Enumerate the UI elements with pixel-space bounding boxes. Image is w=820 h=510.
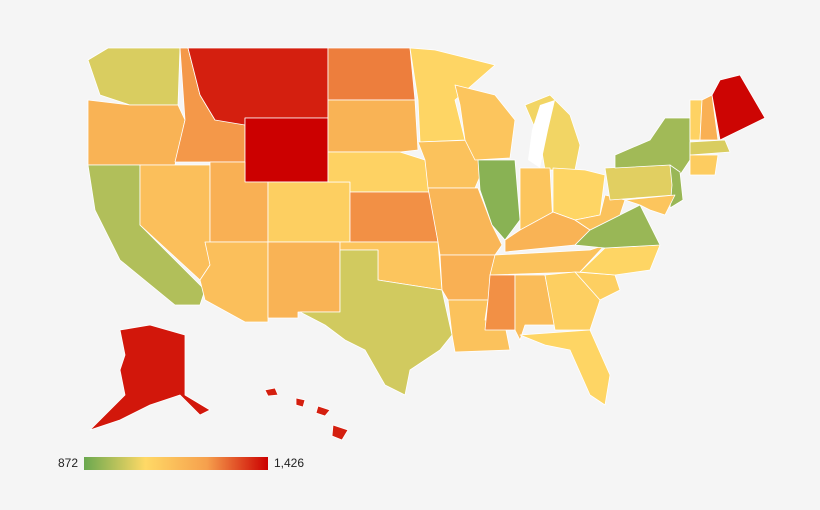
region	[327, 47, 416, 101]
legend-max-label: 1,426	[274, 456, 304, 470]
region	[689, 139, 731, 156]
region	[624, 194, 676, 216]
region	[439, 254, 496, 301]
legend-min-label: 872	[58, 456, 78, 470]
region	[454, 84, 516, 161]
region	[244, 117, 329, 183]
region	[87, 99, 186, 166]
region	[267, 241, 341, 319]
region	[689, 154, 719, 176]
region	[349, 191, 439, 243]
region	[544, 271, 601, 331]
region	[711, 74, 766, 141]
region	[327, 99, 419, 153]
region	[519, 329, 611, 406]
region	[267, 181, 351, 243]
region	[89, 324, 211, 431]
region	[87, 47, 181, 106]
lake	[528, 100, 555, 168]
legend-colorbar	[84, 457, 268, 470]
region	[484, 274, 516, 331]
states	[87, 47, 766, 441]
region	[489, 244, 606, 276]
region	[264, 387, 349, 441]
region	[579, 244, 661, 276]
region	[299, 249, 453, 396]
region	[574, 194, 626, 231]
region	[199, 241, 269, 323]
region	[427, 187, 503, 256]
region	[409, 47, 496, 143]
region	[552, 167, 606, 221]
region	[604, 164, 676, 201]
